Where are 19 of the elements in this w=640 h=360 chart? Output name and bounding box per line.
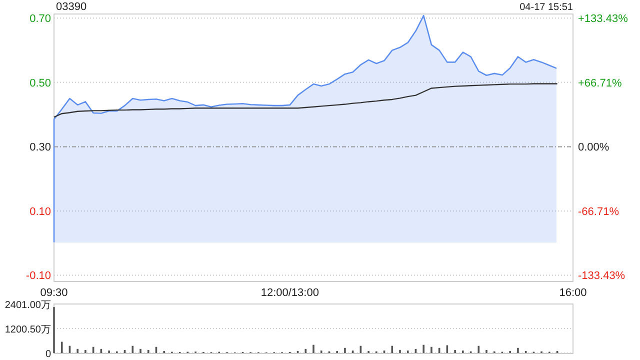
x-tick-label: 16:00 xyxy=(559,287,587,299)
y-tick-label: 0.10 xyxy=(30,206,51,218)
y2-tick-label: +66.71% xyxy=(578,77,622,90)
y2-tick-label: -133.43% xyxy=(578,270,626,282)
y-tick-label: 2401.00万 xyxy=(4,300,51,311)
chart-title: 03390 xyxy=(56,1,87,13)
x-tick-label: 12:00/13:00 xyxy=(260,287,319,299)
y2-tick-label: 0.00% xyxy=(578,142,610,154)
y-tick-label: 0 xyxy=(45,349,52,360)
y2-tick-label: +133.43% xyxy=(578,13,628,26)
line-series xyxy=(53,83,558,118)
y-tick-label: 0.70 xyxy=(30,13,51,26)
y-tick-label: -0.10 xyxy=(26,270,51,282)
text: 04-17 15:51 xyxy=(520,2,574,13)
x-tick-label: 09:30 xyxy=(40,287,68,299)
y-tick-label: 0.50 xyxy=(30,77,51,90)
y-tick-label: 0.30 xyxy=(30,142,51,154)
y-tick-label: 1200.50万 xyxy=(4,324,51,336)
y2-tick-label: -66.71% xyxy=(578,206,620,218)
